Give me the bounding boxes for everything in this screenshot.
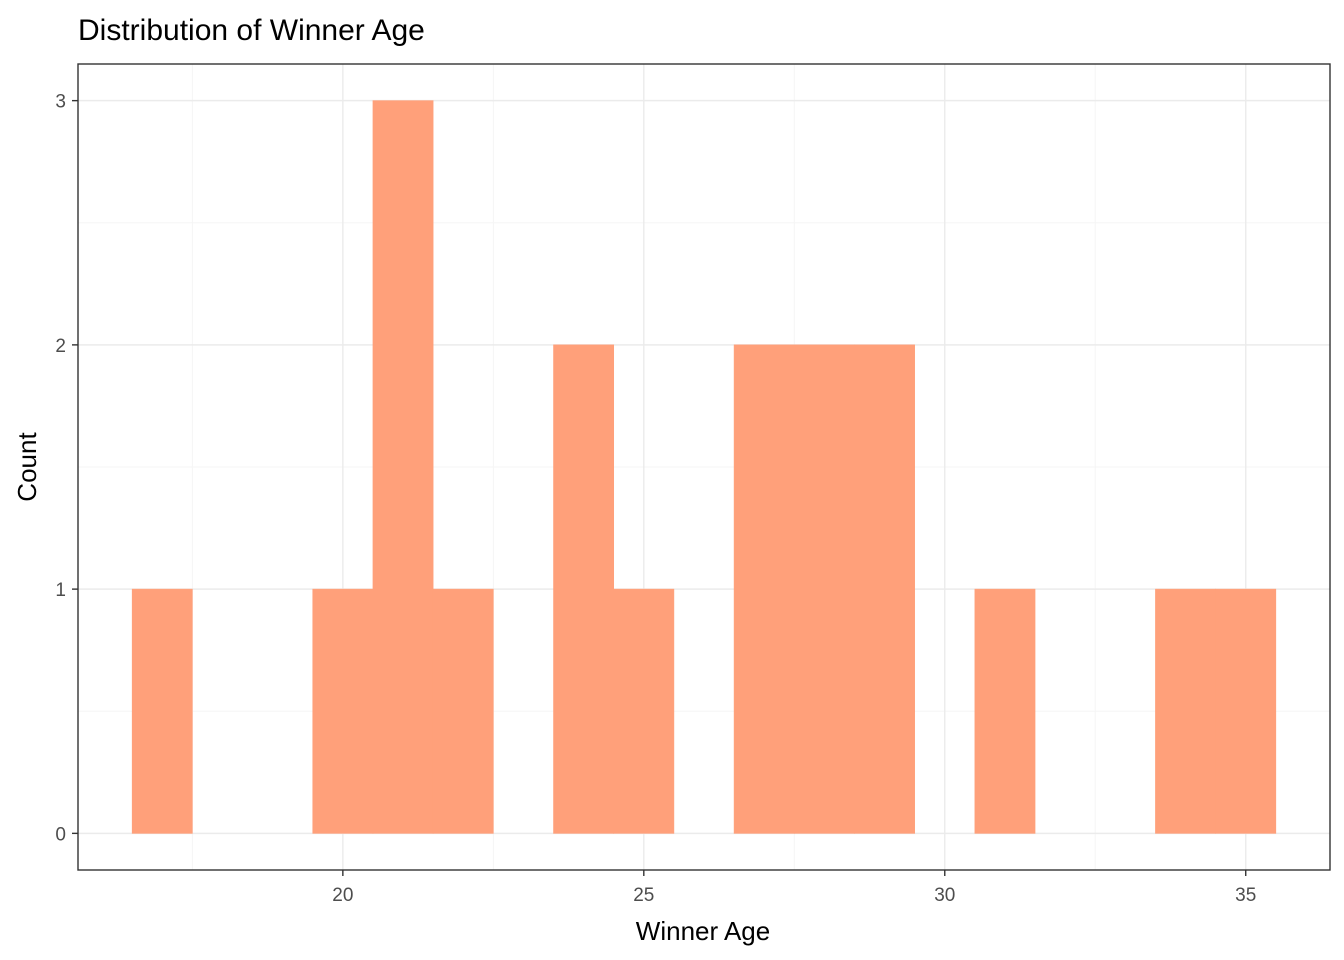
histogram-bar: [733, 344, 795, 834]
x-axis: 20 25 30 35: [332, 870, 1256, 906]
histogram-bar: [613, 588, 675, 834]
x-axis-title: Winner Age: [636, 916, 770, 946]
histogram-bar: [793, 344, 855, 834]
y-axis-title: Count: [12, 432, 42, 502]
histogram-bar: [854, 344, 915, 834]
histogram-bar: [312, 588, 374, 834]
x-tick-label: 20: [332, 885, 353, 906]
histogram-bar: [974, 588, 1036, 834]
y-tick-label: 0: [55, 824, 66, 845]
histogram-bar: [432, 588, 494, 834]
panel-border: [77, 63, 1331, 871]
histogram-bar: [1215, 588, 1277, 834]
y-axis: 0 1 2 3: [55, 92, 78, 845]
histogram-bars: [131, 100, 1277, 834]
histogram-bar: [372, 100, 434, 834]
y-tick-label: 2: [55, 336, 66, 357]
histogram-bar: [1155, 588, 1216, 834]
y-tick-label: 3: [55, 92, 66, 113]
x-tick-label: 35: [1235, 885, 1256, 906]
x-tick-label: 25: [633, 885, 654, 906]
x-tick-label: 30: [934, 885, 955, 906]
grid-lines: [78, 64, 1330, 870]
histogram-bar: [131, 588, 193, 834]
histogram-bar: [553, 344, 615, 834]
y-tick-label: 1: [55, 580, 66, 601]
chart-title: Distribution of Winner Age: [78, 14, 425, 47]
